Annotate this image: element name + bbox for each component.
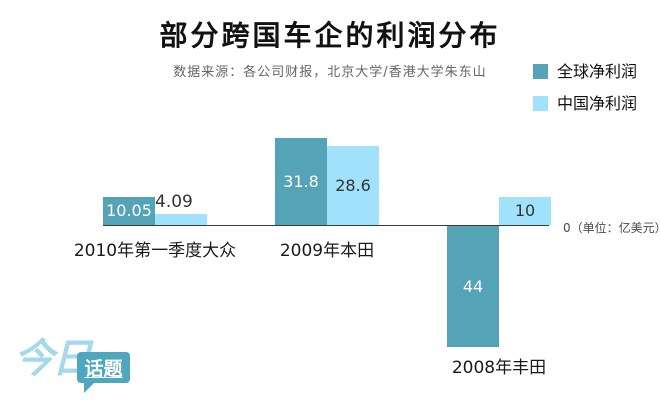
bar-china-0 [155,214,207,225]
legend-swatch-global [533,64,548,79]
logo-bubble-text: 话题 [84,358,123,380]
chart-title: 部分跨国车企的利润分布 [159,19,501,52]
bar-china-1: 28.6 [327,146,379,225]
category-label-2: 2008年丰田 [451,358,547,378]
chart-subtitle: 数据来源：各公司财报，北京大学/香港大学朱东山 [173,65,487,80]
logo-speech-bubble: 话题 [77,352,130,383]
bar-value-label: 10 [514,201,536,220]
category-label-1: 2009年本田 [279,241,375,261]
axis-zero-unit-label: 0（单位：亿美元） [563,221,660,235]
logo-bubble-tail-icon [84,382,95,393]
today-topic-logo: 今日 话题 [0,335,160,395]
bar-global-0: 10.05 [103,197,155,225]
bar-value-label: 31.8 [283,171,319,191]
bar-global-1: 31.8 [275,138,327,225]
legend-label-global: 全球净利润 [557,62,638,81]
bar-china-2: 10 [499,197,551,225]
bar-value-label: 44 [462,276,484,296]
legend-item-global: 全球净利润 [533,62,638,81]
bar-value-label: 10.05 [106,201,152,220]
bar-value-label: 4.09 [155,192,193,212]
legend-item-china: 中国净利润 [533,94,638,113]
x-axis-zero-line [103,225,549,226]
legend-label-china: 中国净利润 [557,94,638,113]
legend: 全球净利润 中国净利润 [533,64,637,128]
legend-swatch-china [533,96,548,111]
category-label-0: 2010年第一季度大众 [73,241,237,261]
bar-value-label: 28.6 [335,175,371,195]
bar-global-2: 44 [447,226,499,347]
